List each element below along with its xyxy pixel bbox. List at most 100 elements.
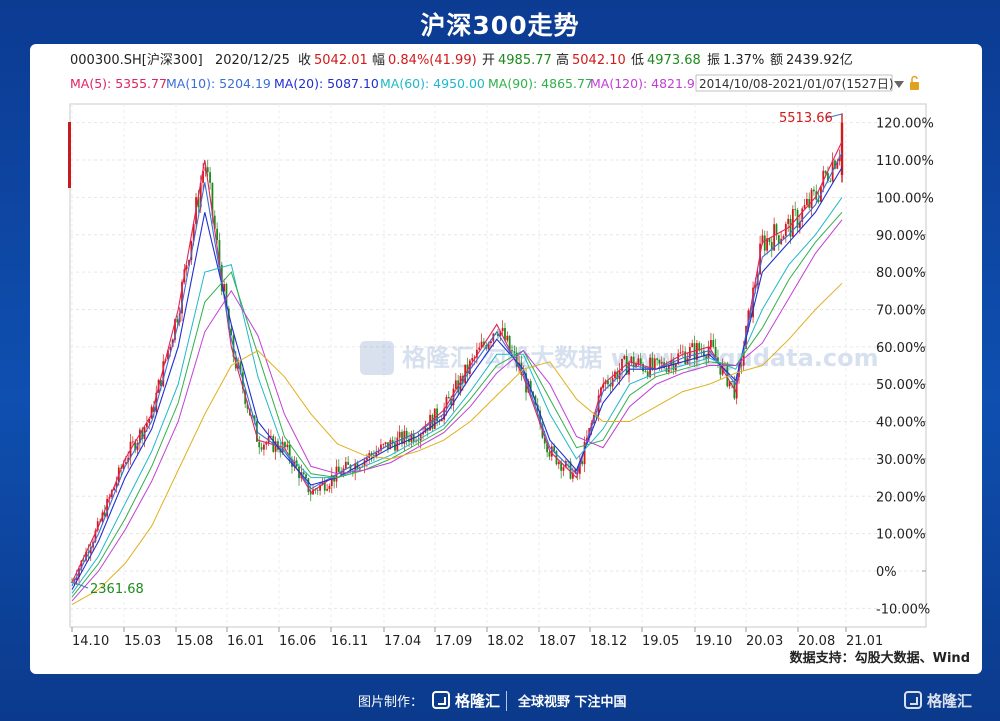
candle-body (726, 363, 729, 387)
amount-value: 2439.92亿 (786, 53, 853, 68)
candle-body (440, 419, 443, 422)
candle-body (691, 343, 694, 348)
candle-body (75, 577, 78, 581)
candle-body (635, 363, 637, 368)
candle-body (253, 415, 256, 422)
candle-body (113, 487, 116, 491)
candle-body (447, 396, 450, 399)
candle-body (192, 223, 195, 241)
candle-body (695, 343, 698, 360)
candle-body (796, 209, 799, 228)
candle-body (616, 371, 619, 380)
candle-body (553, 446, 556, 452)
candle-body (209, 172, 211, 183)
candle-body (836, 161, 839, 169)
candle-body (775, 224, 778, 236)
candle-body (436, 408, 439, 422)
candle-body (270, 436, 272, 437)
candle-body (246, 403, 249, 409)
candle-body (155, 392, 158, 412)
candle-body (433, 408, 436, 429)
candle-body (480, 341, 483, 348)
candle-body (263, 444, 265, 450)
open-label: 开 (482, 53, 495, 68)
candle-body (475, 349, 478, 358)
candle-body (445, 396, 448, 409)
candle-body (623, 356, 626, 359)
candle-body (227, 308, 230, 329)
candle-body (508, 335, 511, 351)
candle-body (497, 333, 499, 337)
page-title: 沪深300走势 (420, 11, 580, 40)
date-range-box[interactable] (695, 74, 893, 92)
candle-body (429, 414, 431, 431)
candle-body (490, 341, 492, 344)
candle-body (176, 319, 179, 323)
ma-legend-item: MA(120): 4821.91 (590, 76, 703, 91)
candle-body (377, 450, 380, 453)
x-tick-label: 17.04 (384, 634, 421, 649)
candle-body (506, 335, 509, 341)
candle-body (817, 199, 820, 202)
candle-body (136, 442, 139, 451)
candle-body (251, 415, 254, 417)
candle-body (347, 461, 350, 465)
footer-divider (506, 691, 507, 711)
ma-line-ma90 (71, 211, 843, 598)
candle-body (628, 362, 630, 375)
candle-body (380, 444, 382, 451)
candle-body (401, 431, 403, 444)
grid (70, 104, 926, 627)
candle-body (230, 328, 233, 336)
candle-body (162, 361, 165, 387)
candle-body (190, 240, 193, 261)
candle-body (574, 469, 577, 473)
y-tick-label: 0% (876, 565, 897, 580)
candle-body (731, 381, 733, 382)
candle-body (260, 447, 263, 450)
y-tick-label: -10.00% (876, 602, 930, 617)
candle-body (199, 182, 202, 208)
candle-body (686, 358, 689, 365)
candle-body (326, 488, 329, 491)
candle-body (267, 436, 270, 443)
ma-legend-item: MA(10): 5204.19 (166, 76, 271, 91)
candle-body (550, 446, 553, 457)
candle-body (714, 346, 717, 358)
dropdown-triangle-icon[interactable] (894, 81, 904, 88)
candle-body (312, 489, 314, 495)
candle-body (581, 461, 584, 465)
candle-body (810, 189, 813, 208)
candle-body (286, 444, 289, 448)
candle-body (302, 472, 305, 475)
candle-body (403, 430, 406, 444)
candle-body (710, 339, 712, 348)
open-value: 4985.77 (498, 53, 552, 68)
x-tick-label: 15.08 (176, 634, 213, 649)
candle-body (773, 224, 776, 251)
candle-body (349, 464, 352, 471)
candle-body (515, 352, 518, 367)
candle-body (801, 208, 804, 222)
candle-body (127, 457, 130, 463)
y-tick-label: 120.00% (876, 117, 934, 132)
brand-corner-name: 格隆汇 (927, 692, 973, 710)
high-pointer (825, 113, 843, 119)
lock-icon[interactable] (910, 75, 919, 91)
y-tick-label: 60.00% (876, 341, 926, 356)
candle-body (499, 331, 502, 337)
candle-body (829, 180, 832, 182)
x-tick-label: 20.03 (746, 634, 783, 649)
candle-body (471, 358, 474, 361)
ma-lines (71, 141, 843, 606)
candle-body (206, 167, 209, 173)
candle-body (646, 371, 649, 378)
candle-body (658, 359, 661, 364)
candle-body (145, 422, 148, 428)
candle-body (637, 358, 640, 364)
candle-body (405, 430, 408, 439)
amp-label: 振 (707, 53, 720, 68)
candle-body (239, 362, 242, 373)
candle-body (197, 197, 200, 208)
low-value: 4973.68 (647, 53, 701, 68)
